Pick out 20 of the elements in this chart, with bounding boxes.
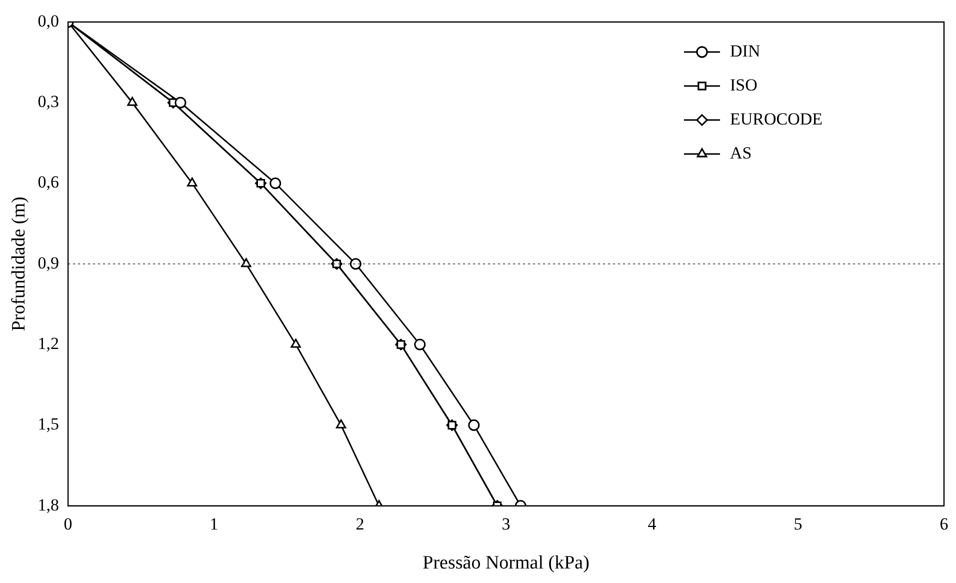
y-tick-label: 0,9 <box>38 253 60 272</box>
legend-label: AS <box>730 143 752 162</box>
legend-label: EUROCODE <box>730 109 823 128</box>
x-tick-label: 6 <box>940 514 948 534</box>
legend-label: DIN <box>730 41 760 60</box>
y-tick-label: 1,2 <box>38 334 60 353</box>
x-tick-label: 4 <box>648 514 657 534</box>
x-tick-label: 2 <box>356 514 364 534</box>
y-axis-title: Profundidade (m) <box>8 196 30 332</box>
x-tick-label: 0 <box>64 514 72 534</box>
y-tick-label: 0,0 <box>38 11 60 30</box>
y-tick-label: 0,6 <box>38 172 60 192</box>
y-tick-label: 0,3 <box>38 92 60 112</box>
x-tick-label: 1 <box>210 514 218 534</box>
x-tick-label: 3 <box>502 514 510 534</box>
x-tick-label: 5 <box>794 514 802 534</box>
y-tick-label: 1,5 <box>38 414 60 434</box>
x-axis-title: Pressão Normal (kPa) <box>422 552 590 574</box>
y-tick-label: 1,8 <box>38 495 60 514</box>
legend-label: ISO <box>730 75 758 94</box>
